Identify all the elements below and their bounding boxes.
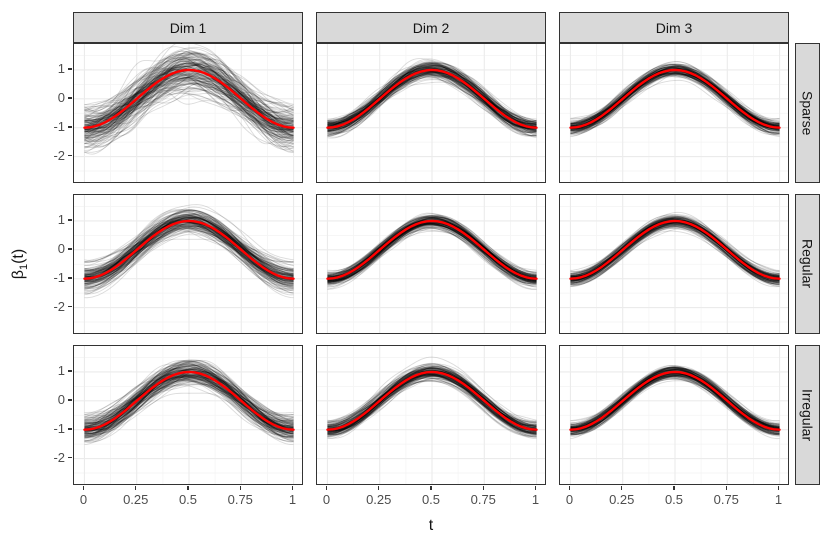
y-tick-label: 0 [57, 89, 65, 105]
x-tick-label: 0.5 [178, 492, 198, 507]
facet-col-strip-dim-1: Dim 1 [73, 12, 303, 43]
y-tick-mark [68, 306, 72, 308]
y-tick-mark [68, 155, 72, 157]
y-tick-mark [68, 428, 72, 430]
x-tick-label: 0.5 [664, 492, 684, 507]
panel-canvas-irregular-dim-2 [317, 346, 545, 484]
x-tick-mark [291, 486, 294, 490]
x-tick-mark [378, 486, 380, 490]
y-tick-label: 0 [57, 391, 65, 407]
x-tick-mark [777, 486, 780, 490]
panel-canvas-regular-dim-2 [317, 195, 545, 333]
y-tick-label: 0 [57, 240, 65, 256]
panel-irregular-dim-2 [316, 345, 546, 485]
y-tick-label: -1 [53, 420, 65, 436]
x-axis-title: t [428, 517, 434, 534]
x-tick-mark [673, 486, 675, 490]
y-axis-title-base: β [9, 270, 27, 280]
facet-col-strip-label: Dim 2 [412, 19, 450, 36]
y-axis-title-sub: 1 [18, 263, 31, 271]
y-tick-mark [68, 219, 72, 221]
x-tick-label: 0.75 [470, 492, 496, 507]
facet-col-strip-dim-3: Dim 3 [559, 12, 789, 43]
y-tick-label: 1 [57, 60, 65, 76]
panel-canvas-sparse-dim-3 [560, 44, 788, 182]
x-tick-label: 0 [565, 492, 574, 507]
facet-row-strip-regular: Regular [795, 194, 820, 334]
y-axis-title-rest: (t) [9, 248, 27, 264]
y-tick-label: -2 [53, 449, 65, 465]
x-tick-mark [534, 486, 537, 490]
y-tick-label: -2 [53, 147, 65, 163]
facet-col-strip-label: Dim 3 [655, 19, 693, 36]
panel-canvas-irregular-dim-1 [74, 346, 302, 484]
y-tick-mark [68, 277, 72, 279]
facet-row-strip-label: Irregular [799, 388, 816, 442]
panel-canvas-regular-dim-1 [74, 195, 302, 333]
y-tick-label: 1 [57, 211, 65, 227]
x-tick-mark [187, 486, 189, 490]
panel-sparse-dim-3 [559, 43, 789, 183]
x-tick-mark [325, 486, 328, 490]
x-tick-mark [568, 486, 571, 490]
panel-sparse-dim-2 [316, 43, 546, 183]
y-tick-mark [68, 457, 72, 459]
panel-canvas-irregular-dim-3 [560, 346, 788, 484]
facet-row-strip-label: Regular [799, 239, 816, 289]
x-tick-mark [82, 486, 85, 490]
panel-regular-dim-1 [73, 194, 303, 334]
y-tick-mark [68, 248, 72, 250]
x-tick-mark [482, 486, 484, 490]
x-tick-mark [430, 486, 432, 490]
x-tick-label: 1 [288, 492, 297, 507]
y-tick-mark [68, 370, 72, 372]
x-tick-mark [621, 486, 623, 490]
panel-regular-dim-2 [316, 194, 546, 334]
panel-irregular-dim-1 [73, 345, 303, 485]
panel-irregular-dim-3 [559, 345, 789, 485]
x-tick-label: 0.75 [713, 492, 739, 507]
facet-col-strip-dim-2: Dim 2 [316, 12, 546, 43]
x-tick-label: 0 [322, 492, 331, 507]
panel-canvas-sparse-dim-2 [317, 44, 545, 182]
facet-row-strip-sparse: Sparse [795, 43, 820, 183]
x-tick-mark [725, 486, 727, 490]
y-tick-mark [68, 97, 72, 99]
panel-sparse-dim-1 [73, 43, 303, 183]
panel-regular-dim-3 [559, 194, 789, 334]
x-tick-mark [135, 486, 137, 490]
y-tick-label: -1 [53, 118, 65, 134]
y-tick-mark [68, 399, 72, 401]
panel-canvas-regular-dim-3 [560, 195, 788, 333]
facet-row-strip-label: Sparse [799, 90, 816, 136]
y-tick-mark [68, 126, 72, 128]
facet-col-strip-label: Dim 1 [169, 19, 207, 36]
y-axis-title: β1(t) [10, 242, 30, 286]
x-tick-mark [239, 486, 241, 490]
x-tick-label: 1 [774, 492, 783, 507]
facet-row-strip-irregular: Irregular [795, 345, 820, 485]
x-tick-label: 0.5 [421, 492, 441, 507]
x-tick-label: 0.75 [227, 492, 253, 507]
x-tick-label: 0.25 [123, 492, 149, 507]
y-tick-mark [68, 68, 72, 70]
x-tick-label: 0.25 [366, 492, 392, 507]
x-tick-label: 0 [79, 492, 88, 507]
y-tick-label: -2 [53, 298, 65, 314]
x-tick-label: 0.25 [609, 492, 635, 507]
x-tick-label: 1 [531, 492, 540, 507]
panel-canvas-sparse-dim-1 [74, 44, 302, 182]
y-tick-label: -1 [53, 269, 65, 285]
y-tick-label: 1 [57, 362, 65, 378]
